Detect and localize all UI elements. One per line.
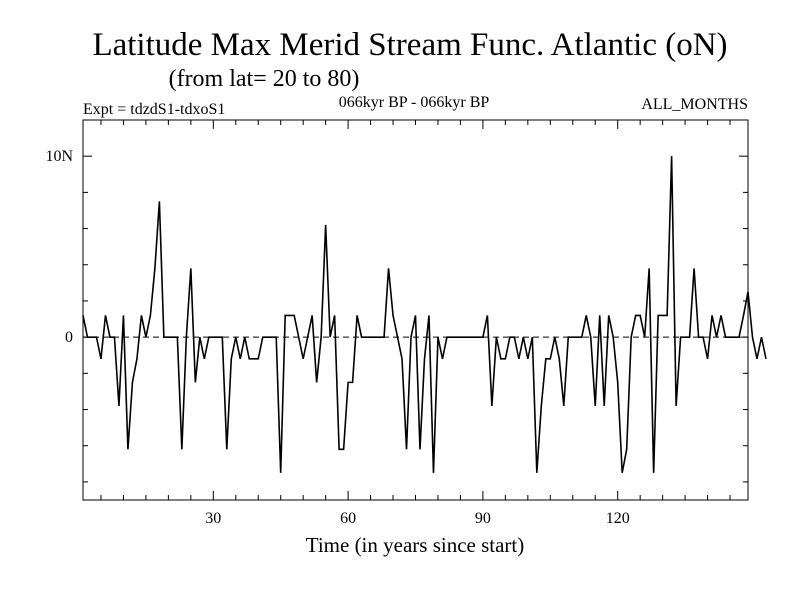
- months-label: ALL_MONTHS: [641, 96, 748, 113]
- x-tick-label: 60: [340, 510, 356, 527]
- y-tick-label: 10N: [45, 148, 73, 165]
- x-tick-label: 120: [606, 510, 630, 527]
- y-tick-label: 0: [65, 329, 73, 346]
- x-minor-ticks: [100, 120, 731, 500]
- chart-title: Latitude Max Merid Stream Func. Atlantic…: [92, 27, 727, 63]
- y-tick-labels: 0 10N: [45, 148, 73, 346]
- expt-label: Expt = tdzdS1-tdxoS1: [83, 101, 225, 118]
- x-tick-labels: 30 60 90 120: [205, 510, 629, 527]
- x-tick-label: 30: [205, 510, 221, 527]
- data-series-line: [82, 156, 767, 474]
- chart-subtitle: (from lat= 20 to 80): [169, 66, 360, 92]
- period-label: 066kyr BP - 066kyr BP: [339, 94, 490, 111]
- x-axis-label: Time (in years since start): [306, 533, 525, 557]
- x-tick-label: 90: [475, 510, 491, 527]
